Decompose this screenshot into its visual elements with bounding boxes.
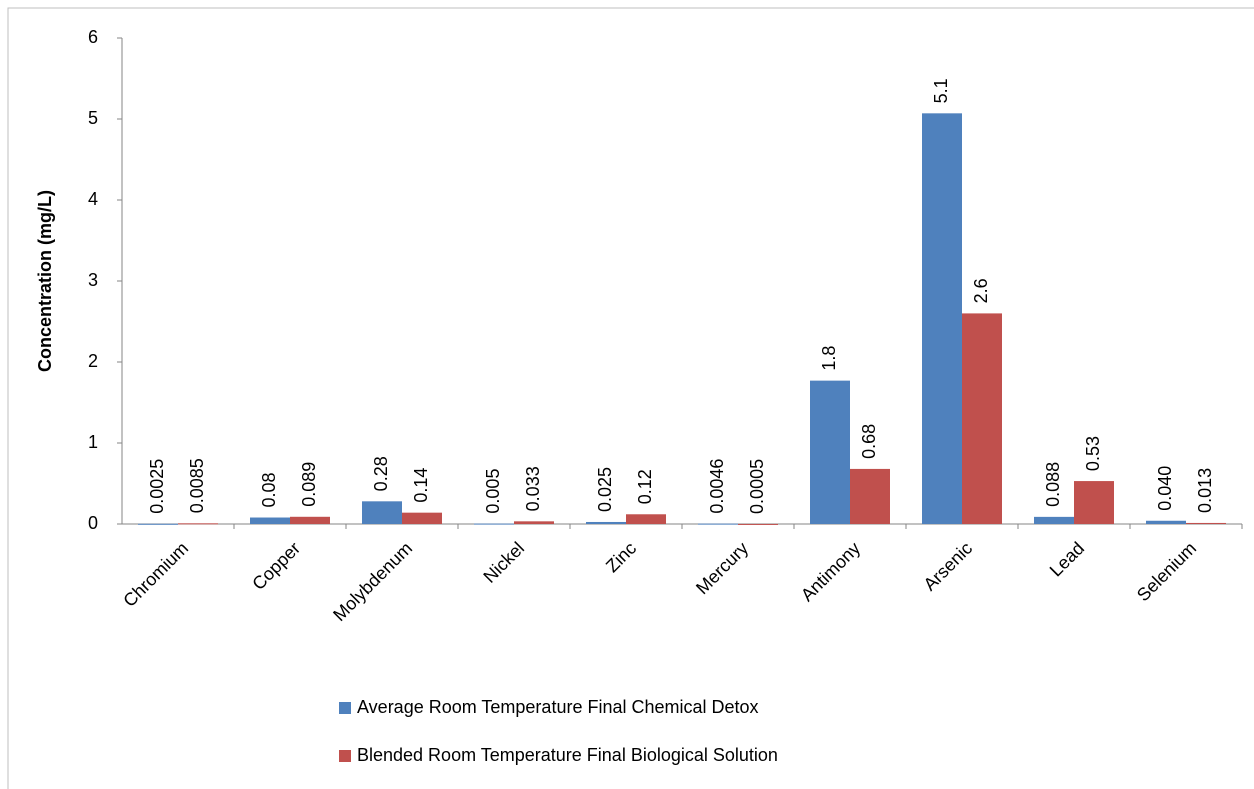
y-tick-label: 2 bbox=[88, 351, 98, 371]
data-label: 0.089 bbox=[299, 462, 319, 507]
bar bbox=[626, 514, 666, 524]
bar bbox=[1074, 481, 1114, 524]
bar bbox=[474, 523, 514, 525]
bar bbox=[1034, 516, 1074, 524]
data-label: 0.0046 bbox=[707, 459, 727, 514]
y-tick-label: 4 bbox=[88, 189, 98, 209]
data-label: 0.013 bbox=[1195, 468, 1215, 513]
data-label: 0.0085 bbox=[187, 458, 207, 513]
y-tick-label: 1 bbox=[88, 432, 98, 452]
x-tick-label: Nickel bbox=[479, 538, 528, 587]
y-tick-label: 0 bbox=[88, 513, 98, 533]
data-label: 5.1 bbox=[931, 78, 951, 103]
bar bbox=[698, 523, 738, 525]
data-label: 0.025 bbox=[595, 467, 615, 512]
bar bbox=[850, 468, 890, 524]
data-label: 0.0005 bbox=[747, 459, 767, 514]
bar bbox=[514, 521, 554, 524]
x-tick-label: Lead bbox=[1046, 538, 1088, 580]
legend-swatch bbox=[339, 750, 351, 762]
data-label: 0.68 bbox=[859, 424, 879, 459]
data-label: 1.8 bbox=[819, 346, 839, 371]
bar bbox=[138, 523, 178, 525]
bar bbox=[738, 523, 778, 525]
bar bbox=[586, 521, 626, 524]
bar bbox=[1146, 520, 1186, 524]
x-tick-label: Arsenic bbox=[920, 538, 977, 595]
data-label: 0.53 bbox=[1083, 436, 1103, 471]
bar bbox=[1186, 522, 1226, 524]
y-tick-label: 5 bbox=[88, 108, 98, 128]
x-tick-label: Chromium bbox=[119, 538, 192, 611]
data-label: 2.6 bbox=[971, 278, 991, 303]
x-tick-label: Selenium bbox=[1133, 538, 1200, 605]
bar bbox=[250, 517, 290, 524]
x-tick-label: Copper bbox=[248, 538, 304, 594]
bar bbox=[962, 313, 1002, 524]
data-label: 0.08 bbox=[259, 472, 279, 507]
bar bbox=[362, 501, 402, 524]
data-label: 0.12 bbox=[635, 469, 655, 504]
x-tick-label: Antimony bbox=[797, 538, 864, 605]
legend-swatch bbox=[339, 702, 351, 714]
data-label: 0.088 bbox=[1043, 462, 1063, 507]
x-tick-label: Molybdenum bbox=[329, 538, 416, 625]
y-axis-title: Concentration (mg/L) bbox=[35, 190, 55, 372]
data-label: 0.0025 bbox=[147, 459, 167, 514]
data-label: 0.28 bbox=[371, 456, 391, 491]
bar bbox=[290, 516, 330, 524]
y-tick-label: 3 bbox=[88, 270, 98, 290]
bar bbox=[810, 380, 850, 524]
bar bbox=[402, 512, 442, 524]
data-label: 0.033 bbox=[523, 466, 543, 511]
data-label: 0.040 bbox=[1155, 466, 1175, 511]
legend-label: Average Room Temperature Final Chemical … bbox=[357, 697, 759, 717]
x-tick-label: Zinc bbox=[602, 538, 640, 576]
y-tick-label: 6 bbox=[88, 27, 98, 47]
bar bbox=[178, 523, 218, 525]
legend-label: Blended Room Temperature Final Biologica… bbox=[357, 745, 778, 765]
data-label: 0.14 bbox=[411, 468, 431, 503]
data-label: 0.005 bbox=[483, 469, 503, 514]
bar bbox=[922, 113, 962, 524]
chart-border bbox=[7, 7, 1254, 789]
x-tick-label: Mercury bbox=[692, 538, 752, 598]
